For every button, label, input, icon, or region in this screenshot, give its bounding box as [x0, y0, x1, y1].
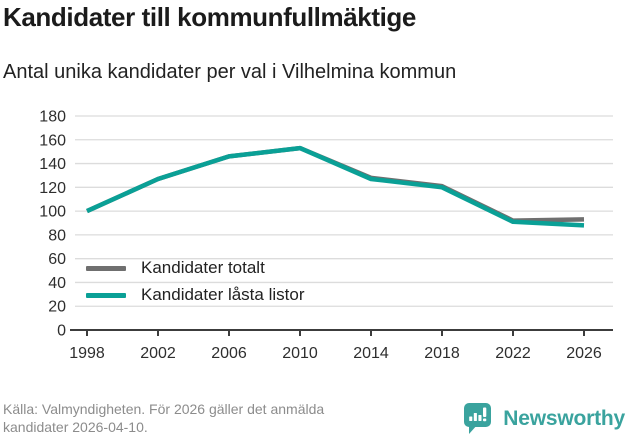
x-tick-label: 2006: [211, 345, 247, 362]
y-axis-labels: 0 20 40 60 80 100 120 140 160 180: [39, 109, 66, 340]
svg-text:140: 140: [39, 156, 66, 173]
svg-text:0: 0: [57, 323, 66, 340]
x-tick-label: 1998: [69, 345, 105, 362]
x-tick-label: 2002: [140, 345, 176, 362]
chart-legend: Kandidater totalt Kandidater låsta listo…: [86, 258, 304, 305]
source-note: Källa: Valmyndigheten. För 2026 gäller d…: [3, 401, 325, 435]
series-line-kandidater-totalt: [86, 145, 585, 223]
svg-text:120: 120: [39, 180, 66, 197]
svg-text:180: 180: [39, 109, 66, 126]
x-tick-label: 2010: [282, 345, 318, 362]
series-line-kandidater-l-sta-listor: [86, 145, 585, 228]
newsworthy-branding: Newsworthy: [463, 402, 625, 435]
legend-label: Kandidater låsta listor: [141, 285, 305, 304]
gridlines: [75, 115, 613, 307]
svg-text:80: 80: [48, 227, 66, 244]
svg-text:40: 40: [48, 275, 66, 292]
newsworthy-logo-icon: [464, 403, 492, 434]
svg-text:100: 100: [39, 204, 66, 221]
legend-label: Kandidater totalt: [141, 258, 265, 277]
chart-subtitle: Antal unika kandidater per val i Vilhelm…: [3, 61, 457, 83]
svg-text:60: 60: [48, 251, 66, 268]
x-tick-label: 2022: [495, 345, 531, 362]
x-axis: 1998 2002 2006 2010 2014 2018 2022 2026: [69, 329, 613, 362]
x-tick-label: 2026: [566, 345, 602, 362]
x-tick-label: 2018: [424, 345, 460, 362]
x-tick-label: 2014: [353, 345, 389, 362]
newsworthy-logo-text: Newsworthy: [503, 406, 625, 430]
legend-item-locked-lists: Kandidater låsta listor: [86, 285, 304, 305]
legend-line-swatch-teal-icon: [86, 292, 126, 298]
page-title: Kandidater till kommunfullmäktige: [3, 2, 416, 32]
legend-line-swatch-gray-icon: [86, 265, 126, 271]
legend-item-total: Kandidater totalt: [86, 258, 304, 278]
svg-text:160: 160: [39, 132, 66, 149]
svg-text:20: 20: [48, 299, 66, 316]
